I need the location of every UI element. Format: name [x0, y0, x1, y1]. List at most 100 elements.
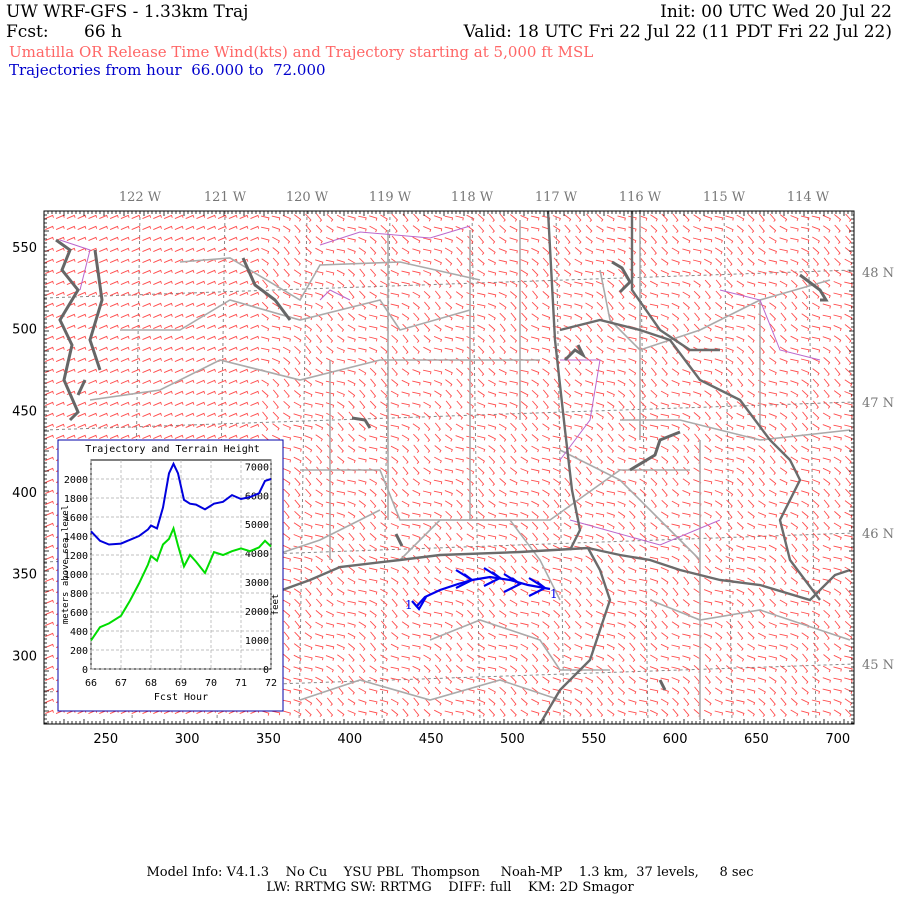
- wind-barb: [45, 632, 54, 638]
- wind-barb: [336, 643, 345, 651]
- wind-barb: [304, 534, 313, 540]
- wind-barb: [305, 466, 312, 475]
- wind-barb: [445, 411, 452, 421]
- wind-barb: [283, 268, 290, 277]
- water-outline: [241, 257, 292, 321]
- wind-barb: [401, 379, 410, 387]
- wind-barb: [606, 358, 616, 364]
- wind-barb: [142, 258, 152, 264]
- wind-barb: [671, 633, 680, 639]
- wind-barb: [293, 280, 302, 288]
- wind-barb: [833, 556, 842, 562]
- wind-barb: [575, 477, 582, 487]
- wind-barb: [725, 457, 734, 463]
- wind-barb: [488, 213, 495, 223]
- wind-barb: [455, 347, 464, 353]
- map-axes: 250 300 350 400 450 500 550 600 650 7005505004504…: [12, 190, 894, 747]
- wind-barb: [250, 412, 260, 418]
- wind-barb: [304, 545, 313, 551]
- wind-barb: [791, 554, 798, 564]
- wind-barb: [660, 292, 670, 298]
- wind-barb: [606, 369, 616, 375]
- wind-barb: [369, 236, 377, 244]
- wind-barb: [45, 335, 54, 341]
- wind-barb: [250, 401, 260, 407]
- wind-barb: [380, 620, 387, 630]
- wind-barb: [282, 688, 292, 694]
- wind-barb: [758, 621, 766, 629]
- wind-barb: [88, 434, 98, 440]
- wind-barb: [390, 402, 399, 408]
- wind-barb: [617, 445, 626, 453]
- wind-barb: [618, 686, 625, 695]
- wind-barb: [370, 268, 377, 277]
- wind-barb: [595, 512, 605, 518]
- wind-barb: [585, 413, 594, 419]
- wind-barb: [585, 633, 594, 639]
- wind-barb: [228, 214, 238, 220]
- wind-barb: [596, 533, 604, 541]
- wind-barb: [520, 456, 529, 464]
- wind-barb: [433, 468, 443, 474]
- wind-barb: [845, 356, 852, 366]
- wind-barb: [596, 455, 604, 464]
- wind-barb: [434, 643, 442, 651]
- wind-barb: [726, 665, 734, 673]
- wind-barb: [802, 400, 809, 410]
- wind-barb: [542, 532, 550, 541]
- wind-barb: [476, 292, 486, 298]
- wind-barb: [369, 346, 378, 354]
- wind-barb: [478, 488, 485, 498]
- wind-barb: [509, 512, 518, 518]
- wind-barb: [434, 664, 442, 674]
- wind-barb: [617, 324, 626, 332]
- wind-barb: [423, 709, 431, 717]
- wind-barb: [552, 556, 561, 562]
- wind-barb: [606, 380, 616, 386]
- wind-barb: [477, 698, 486, 706]
- wind-barb: [488, 258, 496, 266]
- wind-barb: [380, 214, 388, 222]
- wind-barb: [455, 236, 464, 244]
- wind-barb: [217, 324, 227, 330]
- wind-barb: [250, 335, 260, 341]
- wind-barb: [412, 523, 421, 529]
- wind-barb: [207, 423, 216, 429]
- wind-barb: [703, 369, 713, 375]
- wind-barb: [239, 357, 249, 363]
- wind-barb: [55, 357, 65, 363]
- wind-barb: [704, 565, 712, 574]
- wind-barb: [509, 346, 518, 354]
- wind-barb: [660, 402, 669, 408]
- wind-barb: [239, 434, 249, 440]
- wind-barb: [617, 390, 626, 398]
- wind-barb: [671, 523, 680, 529]
- wind-barb: [768, 655, 778, 661]
- wind-barb: [326, 433, 334, 442]
- wind-barb: [769, 478, 777, 486]
- wind-barb: [628, 631, 636, 640]
- wind-barb: [747, 588, 755, 596]
- wind-barb: [585, 247, 594, 255]
- wind-barb: [336, 248, 346, 254]
- wind-barb: [649, 435, 659, 441]
- wind-barb: [639, 291, 647, 299]
- x-axis-label: 700: [825, 732, 850, 747]
- wind-barb: [358, 621, 367, 629]
- wind-barb: [487, 666, 497, 672]
- wind-barb: [185, 214, 195, 220]
- wind-barb: [595, 237, 605, 243]
- wind-barb: [294, 257, 301, 266]
- wind-barb: [423, 270, 432, 276]
- wind-barb: [390, 324, 399, 332]
- wind-barb: [359, 664, 366, 673]
- wind-barb: [499, 323, 506, 333]
- wind-barb: [682, 644, 691, 650]
- wind-barb: [283, 400, 291, 409]
- wind-barb: [779, 412, 788, 420]
- wind-barb: [649, 303, 659, 309]
- wind-barb: [45, 368, 54, 374]
- wind-barb: [638, 336, 648, 342]
- wind-barb: [120, 324, 130, 330]
- wind-barb: [401, 666, 410, 672]
